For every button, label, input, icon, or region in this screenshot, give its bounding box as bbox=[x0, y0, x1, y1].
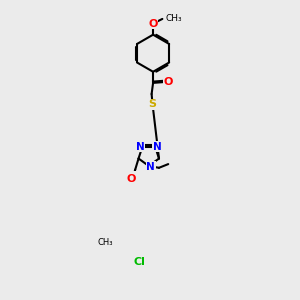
Text: Cl: Cl bbox=[134, 257, 146, 267]
Text: O: O bbox=[164, 77, 173, 87]
Text: N: N bbox=[146, 162, 155, 172]
Text: N: N bbox=[136, 142, 145, 152]
Text: S: S bbox=[148, 99, 157, 109]
Text: CH₃: CH₃ bbox=[165, 14, 182, 23]
Text: N: N bbox=[153, 142, 162, 152]
Text: O: O bbox=[148, 19, 158, 28]
Text: CH₃: CH₃ bbox=[98, 238, 113, 247]
Text: O: O bbox=[127, 174, 136, 184]
